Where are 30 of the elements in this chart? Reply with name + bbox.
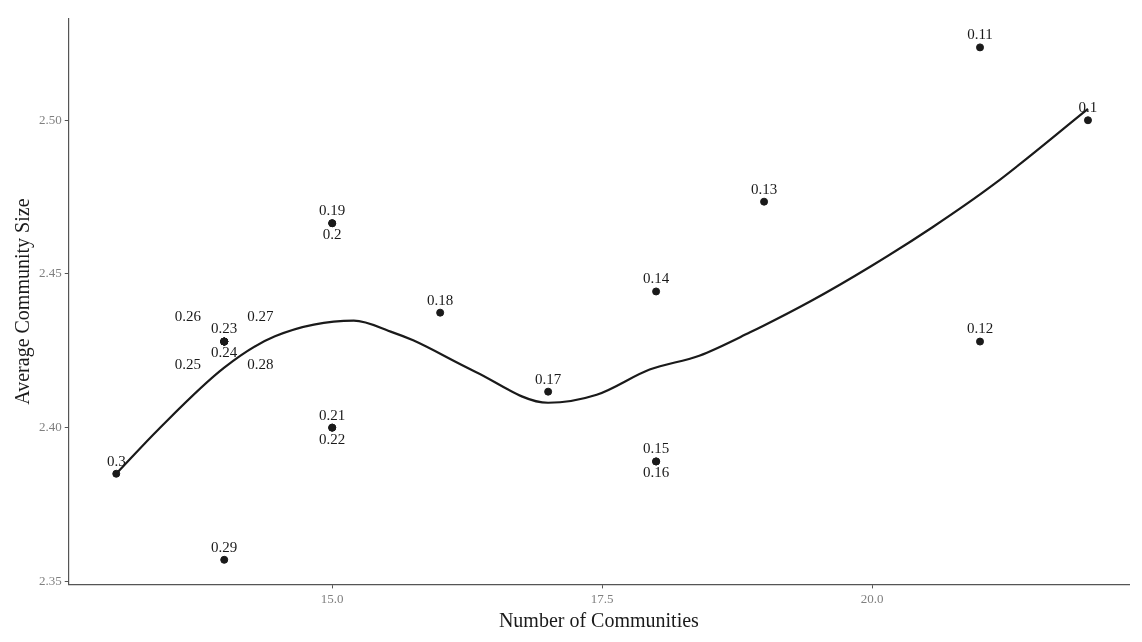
annotation: 0.26 <box>174 308 202 325</box>
annotation: 0.17 <box>535 370 562 387</box>
y-tick-label: 2.35 <box>39 572 62 588</box>
annotation: 0.1 <box>1078 99 1098 116</box>
y-tick-label: 2.45 <box>39 265 62 281</box>
y-tick-label: 2.50 <box>39 111 62 127</box>
annotation: 0.18 <box>427 291 454 308</box>
annotation: 0.25 <box>174 356 202 373</box>
annotation: 0.3 <box>106 452 126 469</box>
y-tick-label: 2.40 <box>39 419 62 435</box>
annotation: 0.28 <box>247 356 274 373</box>
annotation: 0.27 <box>247 308 275 325</box>
y-axis-title: Average Community Size <box>11 198 35 405</box>
annotation: 0.16 <box>642 464 670 481</box>
annotation: 0.19 <box>319 202 346 219</box>
annotation: 0.24 <box>211 344 238 361</box>
x-tick-label: 15.0 <box>320 590 344 606</box>
x-axis-title: Number of Communities <box>498 609 700 632</box>
annotation: 0.11 <box>967 26 993 43</box>
annotation: 0.15 <box>642 440 670 457</box>
annotation: 0.13 <box>750 180 778 197</box>
annotation: 0.22 <box>319 430 346 447</box>
x-tick-label: 20.0 <box>860 590 884 606</box>
annotation: 0.23 <box>211 320 238 337</box>
annotation: 0.29 <box>211 538 238 555</box>
annotation: 0.21 <box>319 406 346 423</box>
annotation: 0.14 <box>642 270 670 287</box>
annotation: 0.2 <box>322 226 342 243</box>
annotation: 0.12 <box>966 320 994 337</box>
x-tick-label: 17.5 <box>590 590 614 606</box>
